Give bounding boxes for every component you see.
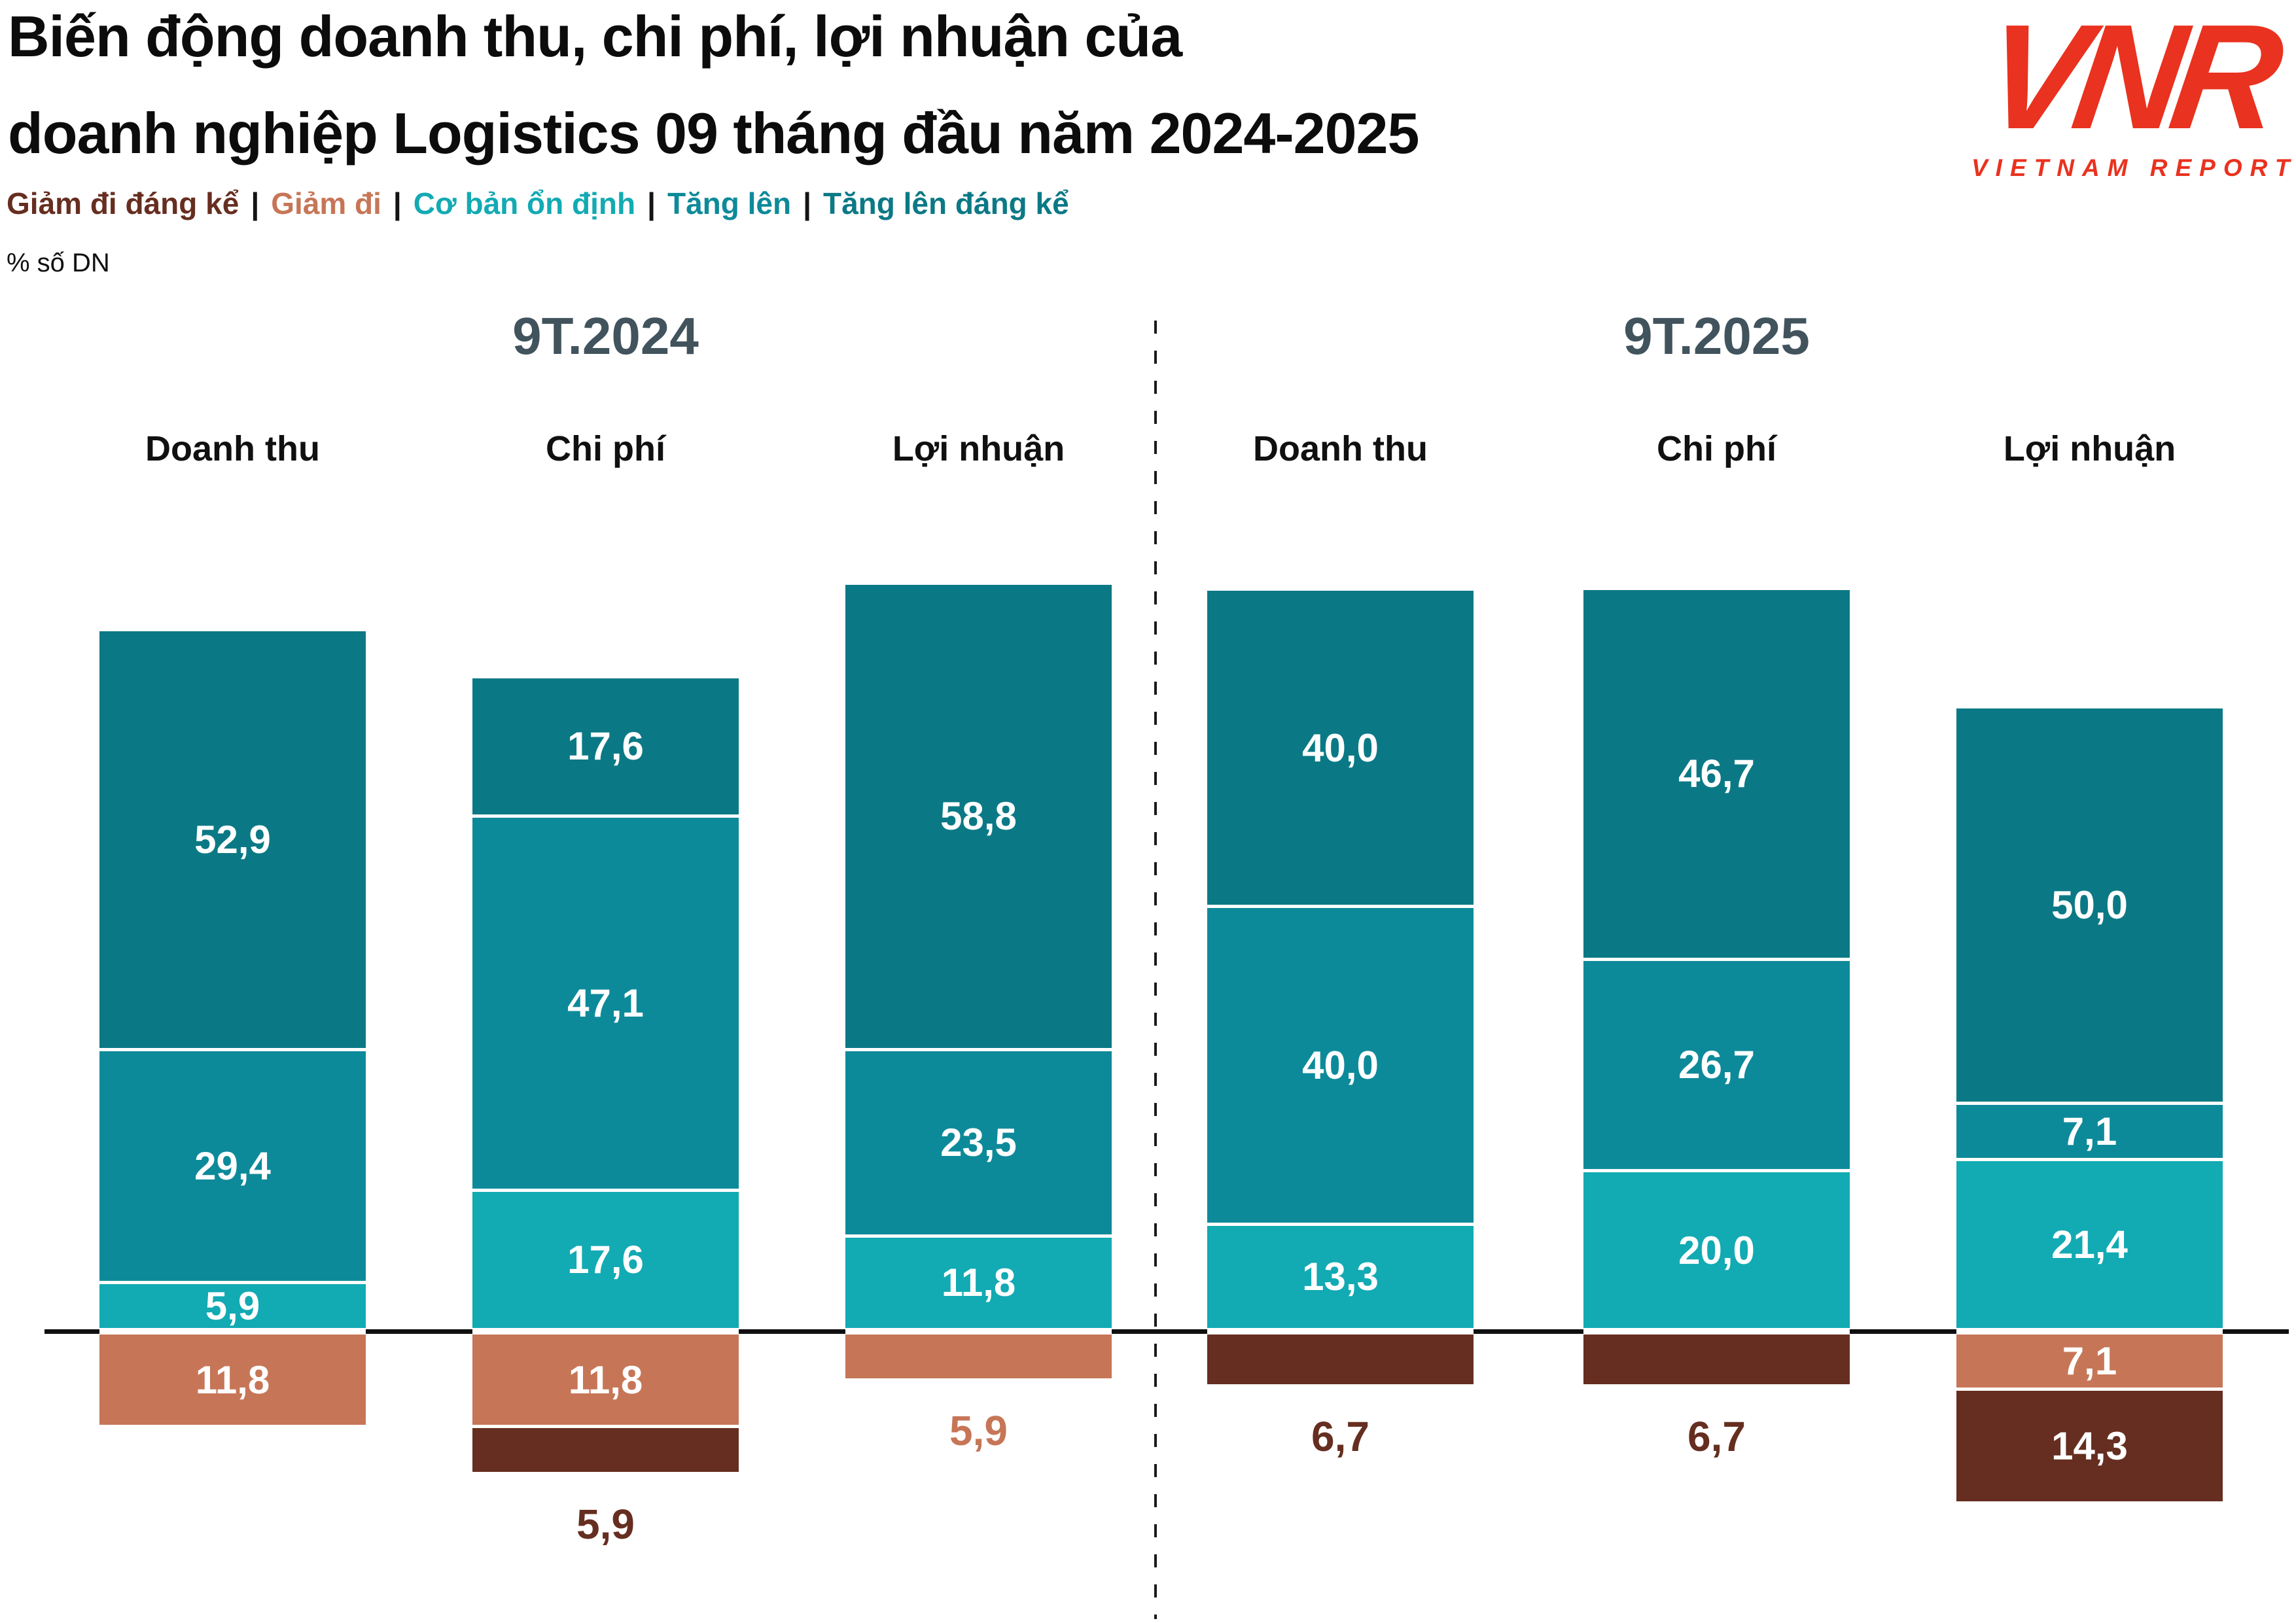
bar-segment-sig_increase: 17,6	[472, 678, 739, 815]
bar-segment-sig_increase: 46,7	[1583, 590, 1850, 958]
group-divider-dashed-line	[1154, 321, 1157, 1619]
legend-item-sig_decrease: Giảm đi đáng kể	[7, 186, 239, 220]
segment-value-label: 47,1	[567, 981, 644, 1025]
segment-value-label-below-bar: 5,9	[576, 1500, 635, 1548]
legend-item-decrease: Giảm đi	[271, 186, 381, 220]
segment-value-label: 5,9	[205, 1284, 260, 1329]
segment-value-label: 52,9	[194, 817, 271, 862]
legend-separator: |	[647, 186, 656, 220]
bar-segment-sig_decrease	[1583, 1335, 1850, 1385]
bar-segment-increase: 40,0	[1207, 908, 1474, 1223]
segment-value-label-below-bar: 5,9	[949, 1406, 1008, 1454]
segment-value-label: 17,6	[567, 1238, 644, 1282]
zero-baseline	[44, 1329, 2289, 1334]
segment-value-label: 40,0	[1302, 1043, 1379, 1088]
bar-segment-decrease: 7,1	[1956, 1335, 2223, 1388]
category-label: Doanh thu	[1253, 429, 1428, 468]
bar-segment-sig_increase: 50,0	[1956, 708, 2223, 1102]
segment-value-label: 50,0	[2051, 883, 2128, 928]
bar-segment-increase: 26,7	[1583, 960, 1850, 1170]
category-label: Lợi nhuận	[2003, 429, 2176, 468]
segment-value-label: 58,8	[940, 794, 1017, 839]
vnr-logo-caption: VIETNAM REPORT	[1971, 154, 2296, 181]
bar-segment-increase: 29,4	[99, 1051, 366, 1282]
group-title: 9T.2025	[1623, 307, 1810, 365]
bar-segment-decrease: 11,8	[99, 1335, 366, 1425]
category-label: Chi phí	[546, 429, 665, 468]
segment-value-label: 11,8	[568, 1357, 643, 1402]
chart-legend: Giảm đi đáng kể | Giảm đi | Cơ bản ổn định | T…	[7, 186, 1069, 221]
bar-segment-sig_increase: 40,0	[1207, 591, 1474, 905]
segment-value-label: 7,1	[2062, 1109, 2117, 1154]
bar-segment-sig_increase: 58,8	[845, 584, 1112, 1048]
segment-value-label: 13,3	[1302, 1255, 1379, 1299]
segment-value-label: 23,5	[940, 1121, 1017, 1165]
bar-segment-stable: 20,0	[1583, 1172, 1850, 1328]
segment-value-label: 11,8	[195, 1357, 270, 1402]
segment-value-label-below-bar: 6,7	[1311, 1413, 1369, 1461]
unit-label: % số DN	[7, 249, 110, 277]
bar-segment-sig_decrease	[1207, 1335, 1474, 1385]
bar-segment-stable: 17,6	[472, 1191, 739, 1328]
bar-segment-stable: 5,9	[99, 1284, 366, 1328]
bar-segment-increase: 7,1	[1956, 1105, 2223, 1159]
segment-value-label-below-bar: 6,7	[1687, 1413, 1746, 1461]
bar-segment-stable: 13,3	[1207, 1225, 1474, 1328]
bar-segment-increase: 23,5	[845, 1051, 1112, 1234]
page-title: Biến động doanh thu, chi phí, lợi nhuận …	[8, 0, 1873, 182]
category-label: Doanh thu	[145, 429, 320, 468]
vnr-logo: VNR VIETNAM REPORT	[1971, 0, 2296, 182]
segment-value-label: 14,3	[2051, 1423, 2128, 1468]
bar-segment-sig_decrease	[472, 1428, 739, 1472]
category-label: Chi phí	[1657, 429, 1776, 468]
category-label: Lợi nhuận	[892, 429, 1065, 468]
legend-item-increase: Tăng lên	[667, 186, 792, 220]
page-title-line1: Biến động doanh thu, chi phí, lợi nhuận …	[8, 4, 1182, 69]
bar-segment-stable: 21,4	[1956, 1161, 2223, 1328]
bar-segment-sig_increase: 52,9	[99, 631, 366, 1048]
legend-item-stable: Cơ bản ổn định	[413, 186, 636, 220]
segment-value-label: 26,7	[1678, 1043, 1755, 1087]
legend-item-sig_increase: Tăng lên đáng kể	[822, 186, 1069, 220]
legend-separator: |	[803, 186, 811, 220]
segment-value-label: 46,7	[1678, 752, 1755, 796]
legend-separator: |	[251, 186, 260, 220]
segment-value-label: 40,0	[1302, 725, 1379, 770]
bar-segment-sig_decrease: 14,3	[1956, 1391, 2223, 1501]
legend-separator: |	[393, 186, 402, 220]
segment-value-label: 7,1	[2062, 1339, 2117, 1384]
segment-value-label: 17,6	[567, 724, 644, 769]
segment-value-label: 29,4	[194, 1144, 271, 1189]
segment-value-label: 20,0	[1678, 1228, 1755, 1272]
bar-segment-increase: 47,1	[472, 818, 739, 1189]
page-title-line2: doanh nghiệp Logistics 09 tháng đầu năm …	[8, 101, 1419, 166]
bar-segment-stable: 11,8	[845, 1237, 1112, 1328]
group-title: 9T.2024	[512, 307, 699, 365]
bar-segment-decrease: 11,8	[472, 1335, 739, 1425]
bar-segment-decrease	[845, 1335, 1112, 1378]
segment-value-label: 21,4	[2051, 1223, 2128, 1267]
segment-value-label: 11,8	[941, 1261, 1016, 1305]
